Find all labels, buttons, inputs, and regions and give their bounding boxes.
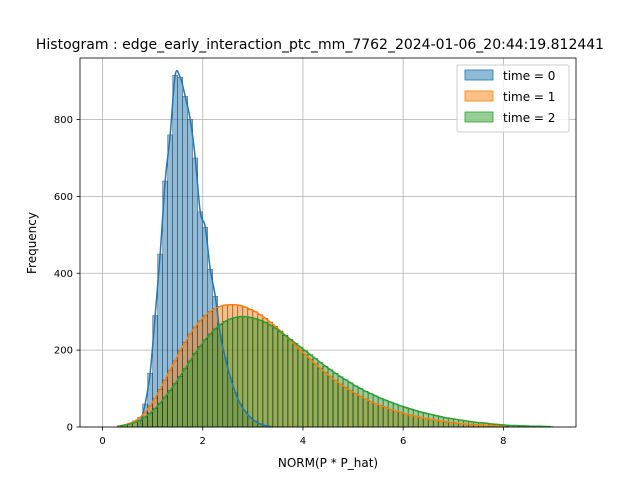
histogram-bar	[177, 376, 183, 428]
x-tick-label: 2	[200, 436, 206, 447]
histogram-bar	[247, 317, 254, 428]
kde-curves	[119, 70, 551, 428]
histogram-bar	[232, 317, 239, 428]
histogram-bar	[407, 408, 414, 428]
legend-label: time = 0	[503, 69, 555, 83]
x-axis-label: NORM(P * P_hat)	[278, 456, 378, 470]
histogram-bar	[182, 368, 188, 428]
y-tick-label: 0	[67, 423, 73, 434]
kde-curve-0	[139, 70, 271, 427]
legend-swatch	[464, 69, 494, 81]
histogram-bar	[417, 411, 424, 428]
legend-label: time = 1	[503, 90, 555, 104]
kde-curve-2	[119, 315, 551, 428]
histogram-bar	[207, 333, 214, 428]
histogram-bar	[412, 410, 419, 428]
histogram-bar	[277, 331, 284, 428]
kde-curve-1	[119, 303, 506, 427]
histogram-bar	[217, 324, 224, 428]
histogram-bar	[267, 324, 274, 428]
histogram-bar	[222, 321, 229, 428]
histogram-bar	[197, 346, 203, 428]
histogram-bar	[367, 393, 374, 428]
y-tick-label: 200	[54, 346, 73, 357]
histogram-bar	[377, 397, 384, 428]
x-tick-label: 6	[400, 436, 406, 447]
y-tick-label: 600	[54, 192, 73, 203]
histogram-bar	[262, 322, 269, 428]
histogram-bar	[282, 335, 289, 428]
histogram-bar	[422, 412, 429, 428]
histogram-bar	[402, 407, 409, 428]
histogram-bar	[257, 319, 264, 428]
histogram-bar	[172, 383, 178, 428]
histogram-bar	[397, 405, 404, 428]
plot-frame	[79, 57, 577, 428]
histogram-bar	[317, 362, 324, 428]
histogram-bar	[187, 360, 193, 428]
legend-swatch	[464, 111, 494, 123]
histogram-bar	[287, 339, 294, 428]
legend-swatch	[464, 90, 494, 102]
y-axis-ticks: 0 200 400 600 800	[54, 115, 80, 434]
chart-title: Histogram : edge_early_interaction_ptc_m…	[36, 37, 604, 53]
histogram-bar	[212, 328, 219, 428]
histogram-bar	[152, 408, 158, 428]
y-tick-label: 800	[54, 115, 73, 126]
histogram-bar	[237, 316, 244, 428]
histogram-bar	[202, 339, 209, 428]
histogram-bar	[167, 390, 173, 428]
histogram-bar	[252, 318, 259, 428]
x-tick-label: 4	[300, 436, 306, 447]
histogram-bar	[427, 414, 434, 428]
histogram-bar	[162, 396, 168, 428]
histogram-bar	[357, 388, 364, 428]
y-tick-label: 400	[54, 269, 73, 280]
histogram-bar	[322, 366, 329, 428]
histogram-bar	[382, 399, 389, 428]
histogram-bars	[117, 75, 554, 428]
legend-entries: time = 0 time = 1 time = 2	[464, 69, 555, 125]
histogram-bar	[192, 352, 198, 428]
histogram-bar	[392, 403, 399, 428]
histogram-bar	[387, 401, 394, 428]
histogram-bar	[307, 354, 314, 428]
legend-label: time = 2	[503, 111, 555, 125]
histogram-bar	[272, 327, 279, 428]
histogram-bar	[292, 342, 299, 428]
histogram-bar	[432, 415, 439, 428]
x-axis-ticks: 0 2 4 6 8	[99, 427, 507, 447]
histogram-bar	[297, 346, 304, 428]
x-tick-label: 0	[99, 436, 105, 447]
histogram-bar	[302, 350, 309, 428]
histogram-bar	[312, 358, 319, 428]
histogram-bar	[372, 395, 379, 428]
y-axis-label: Frequency	[25, 212, 39, 274]
histogram-bar	[362, 391, 369, 428]
legend: time = 0 time = 1 time = 2	[456, 64, 570, 133]
x-tick-label: 8	[500, 436, 506, 447]
histogram-bar	[157, 402, 163, 428]
